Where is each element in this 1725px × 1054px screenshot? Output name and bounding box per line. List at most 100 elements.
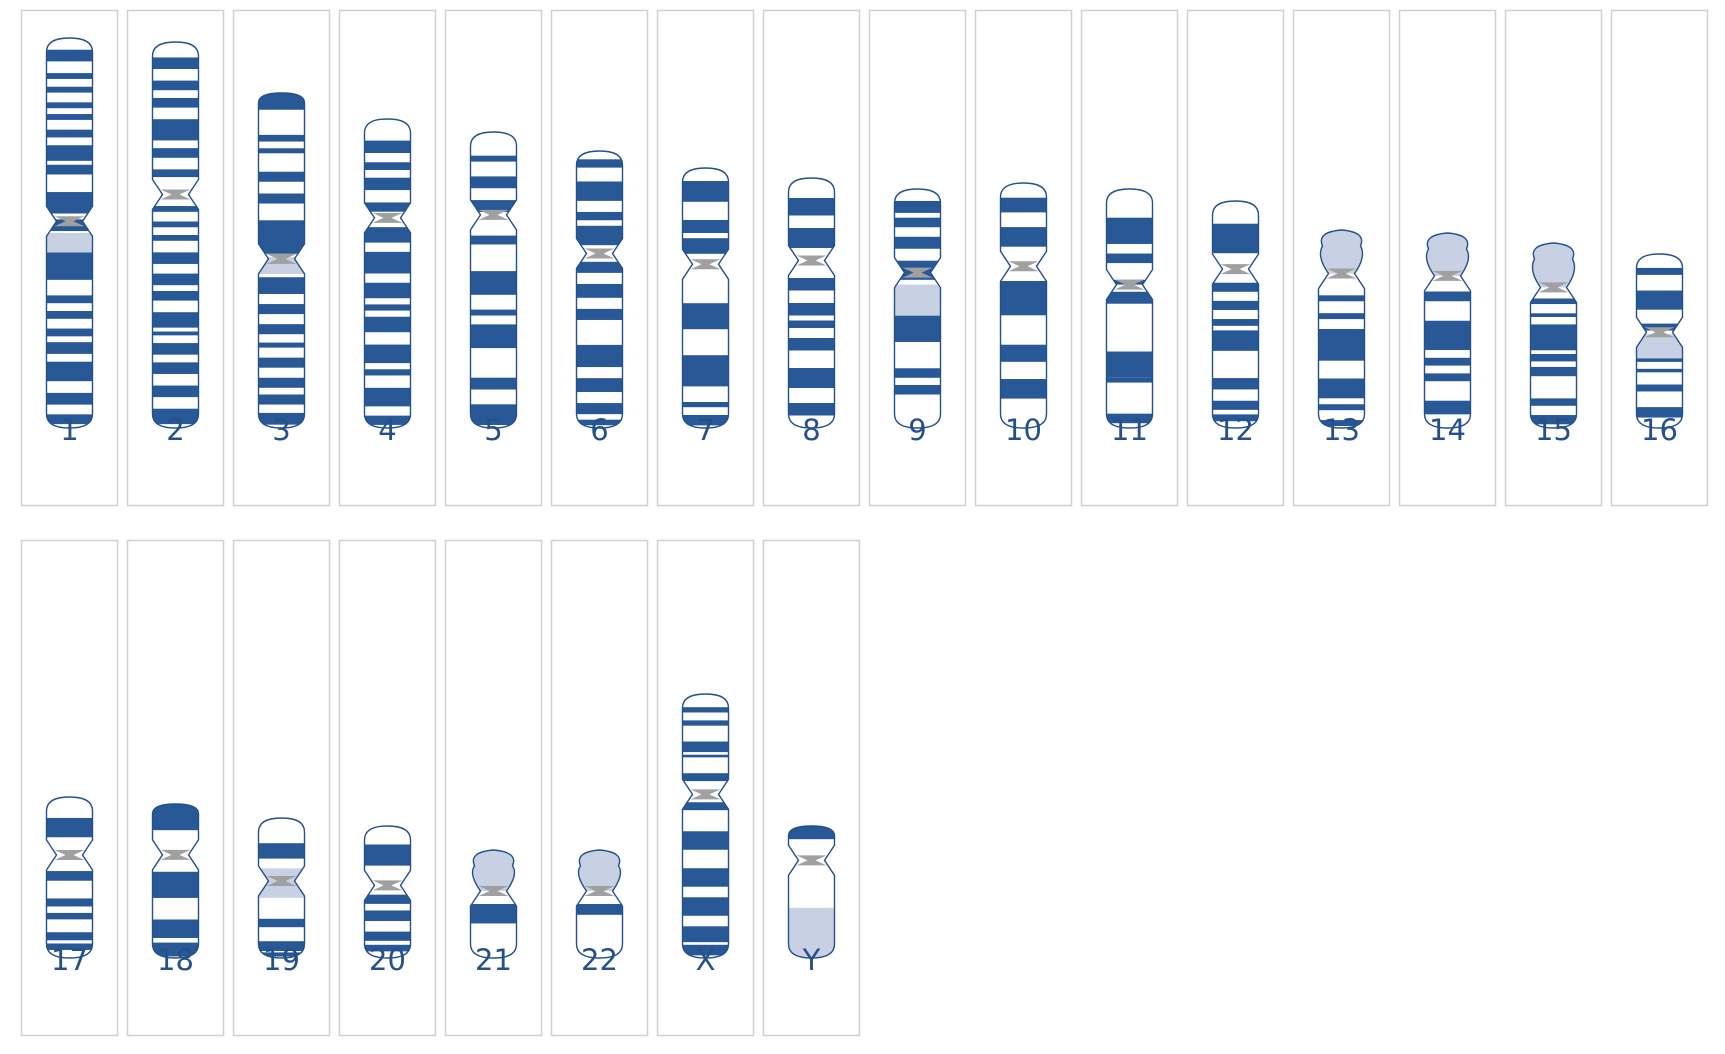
chromosome-22[interactable]: 22 <box>550 539 649 1037</box>
dark-band <box>682 926 729 943</box>
centromere <box>584 248 615 259</box>
chromosome-label: 4 <box>378 413 396 447</box>
chromosome-label: 16 <box>1641 413 1678 447</box>
dark-band <box>152 235 199 241</box>
dark-band <box>1530 415 1577 425</box>
chromosome-10[interactable]: 10 <box>974 9 1073 507</box>
dark-band <box>46 328 93 337</box>
chromosome-outline <box>45 37 94 429</box>
chromosome-outline <box>893 188 942 429</box>
centromere <box>1114 279 1145 290</box>
dark-band <box>152 221 199 228</box>
dark-band <box>470 176 517 189</box>
dark-band <box>258 918 305 928</box>
dark-band <box>258 941 305 951</box>
heterochromatin-band <box>788 907 835 958</box>
dark-band <box>258 324 305 335</box>
chromosome-label: 7 <box>696 413 714 447</box>
dark-band <box>46 86 93 93</box>
chromosome-label: 6 <box>590 413 608 447</box>
chromosome-x[interactable]: X <box>656 539 755 1037</box>
dark-band <box>152 871 199 898</box>
dark-band <box>470 904 517 924</box>
chromosome-outline <box>1423 232 1472 429</box>
dark-band <box>682 220 729 233</box>
dark-band <box>152 362 199 374</box>
chromosome-outline <box>363 118 412 429</box>
chromosome-outline <box>787 825 836 959</box>
chromosome-label: 18 <box>157 943 194 977</box>
centromere <box>266 876 297 886</box>
chromosome-21[interactable]: 21 <box>444 539 543 1037</box>
dark-band <box>470 155 517 162</box>
dark-band <box>1530 324 1577 351</box>
chromosome-20[interactable]: 20 <box>338 539 437 1037</box>
dark-band <box>788 368 835 388</box>
chromosome-8[interactable]: 8 <box>762 9 861 507</box>
chromosome-6[interactable]: 6 <box>550 9 649 507</box>
centromere <box>160 189 191 200</box>
dark-band <box>1318 295 1365 302</box>
dark-band <box>152 57 199 70</box>
chromosome-label: 3 <box>272 413 290 447</box>
dark-band <box>258 952 305 957</box>
dark-band <box>364 931 411 941</box>
chromosome-1[interactable]: 1 <box>20 9 119 507</box>
chromosome-11[interactable]: 11 <box>1080 9 1179 507</box>
dark-band <box>46 361 93 382</box>
chromosome-14[interactable]: 14 <box>1398 9 1497 507</box>
chromosome-5[interactable]: 5 <box>444 9 543 507</box>
chromosome-label: X <box>696 943 716 977</box>
chromosome-outline <box>681 693 730 959</box>
chromosome-outline <box>363 825 412 959</box>
dark-band <box>1424 373 1471 382</box>
dark-band <box>152 408 199 425</box>
dark-band <box>258 193 305 204</box>
dark-band <box>576 211 623 221</box>
chromosome-4[interactable]: 4 <box>338 9 437 507</box>
dark-band <box>152 252 199 264</box>
dark-band <box>1212 400 1259 410</box>
chromosome-17[interactable]: 17 <box>20 539 119 1037</box>
centromere <box>796 855 827 866</box>
centromere <box>266 253 297 264</box>
dark-band <box>682 181 729 202</box>
chromosome-13[interactable]: 13 <box>1292 9 1391 507</box>
dark-band <box>1106 253 1153 264</box>
chromosome-label: 2 <box>166 413 184 447</box>
dark-band <box>1000 379 1047 399</box>
chromosome-12[interactable]: 12 <box>1186 9 1285 507</box>
dark-band <box>258 357 305 368</box>
dark-band <box>1212 223 1259 254</box>
dark-band <box>576 403 623 415</box>
dark-band <box>788 228 835 248</box>
dark-band <box>1106 217 1153 244</box>
chromosome-3[interactable]: 3 <box>232 9 331 507</box>
chromosome-2[interactable]: 2 <box>126 9 225 507</box>
chromosome-19[interactable]: 19 <box>232 539 331 1037</box>
chromosome-outline <box>1105 188 1154 429</box>
dark-band <box>152 148 199 158</box>
dark-band <box>576 308 623 320</box>
dark-band <box>788 403 835 416</box>
dark-band <box>152 80 199 91</box>
heterochromatin-band <box>894 284 941 316</box>
centromere <box>690 789 721 800</box>
dark-band <box>364 304 411 311</box>
dark-band <box>682 773 729 782</box>
chromosome-7[interactable]: 7 <box>656 9 755 507</box>
chromosome-9[interactable]: 9 <box>868 9 967 507</box>
dark-band <box>788 198 835 216</box>
dark-band <box>682 831 729 850</box>
chromosome-16[interactable]: 16 <box>1610 9 1709 507</box>
chromosome-label: 1 <box>60 413 78 447</box>
dark-band <box>46 912 93 920</box>
chromosome-outline <box>575 150 624 429</box>
chromosome-y[interactable]: Y <box>762 539 861 1037</box>
dark-band <box>682 402 729 408</box>
chromosome-outline <box>575 849 624 959</box>
dark-band <box>470 377 517 390</box>
chromosome-18[interactable]: 18 <box>126 539 225 1037</box>
chromosome-15[interactable]: 15 <box>1504 9 1603 507</box>
dark-band <box>470 309 517 316</box>
